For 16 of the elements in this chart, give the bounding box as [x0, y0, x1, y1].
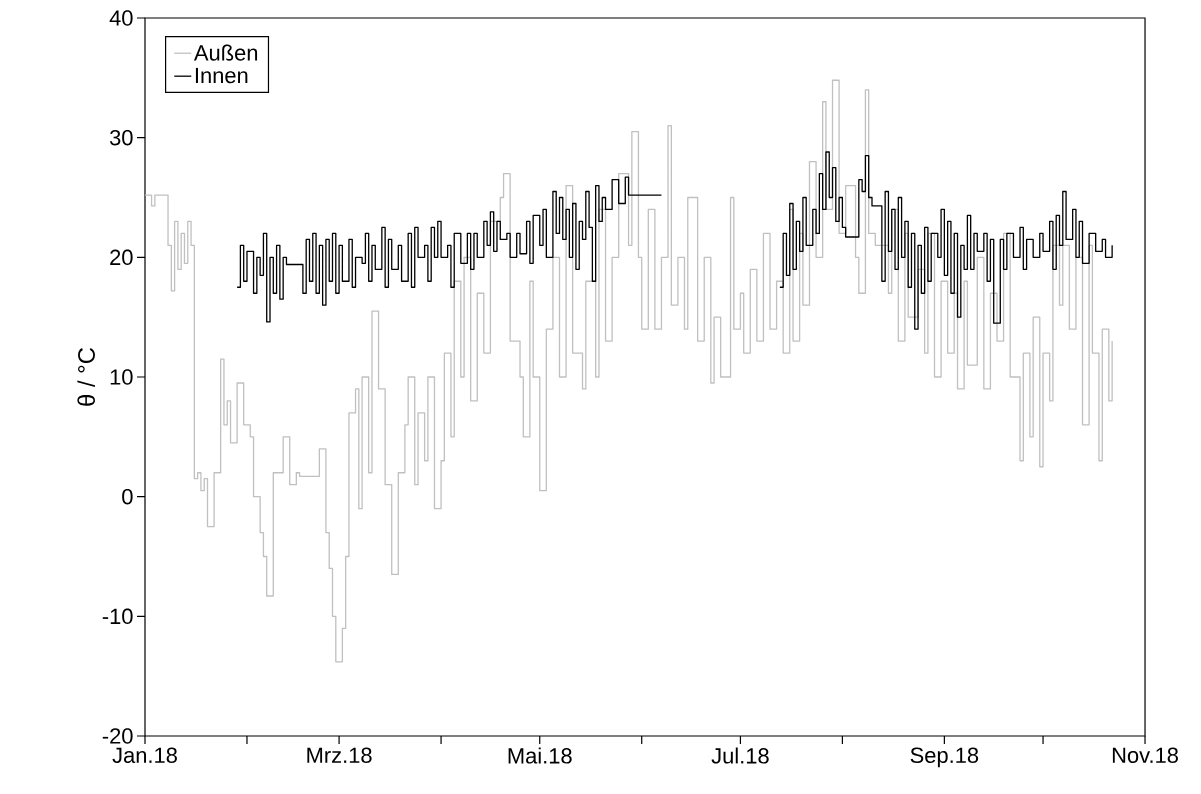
y-tick-label: 20	[110, 249, 133, 266]
x-tick-label: Mai.18	[508, 747, 572, 764]
y-tick-label: 40	[109, 10, 133, 26]
y-tick-label: -10	[102, 608, 133, 625]
x-tick-label: Nov.18	[1112, 747, 1178, 764]
y-tick-label: 0	[122, 488, 133, 505]
legend-label: Außen	[193, 44, 258, 61]
x-tick-label: Jul.18	[711, 747, 769, 764]
x-tick-label: Mrz.18	[307, 747, 372, 764]
legend-label: Innen	[195, 67, 248, 84]
y-axis-title: θ / °C	[77, 347, 95, 406]
y-tick-label: 10	[110, 369, 133, 385]
x-tick-label: Jan.18	[112, 747, 177, 764]
x-tick-label: Sep.18	[910, 747, 979, 768]
y-tick-label: 30	[109, 129, 133, 146]
y-tick-label: -20	[102, 728, 133, 744]
